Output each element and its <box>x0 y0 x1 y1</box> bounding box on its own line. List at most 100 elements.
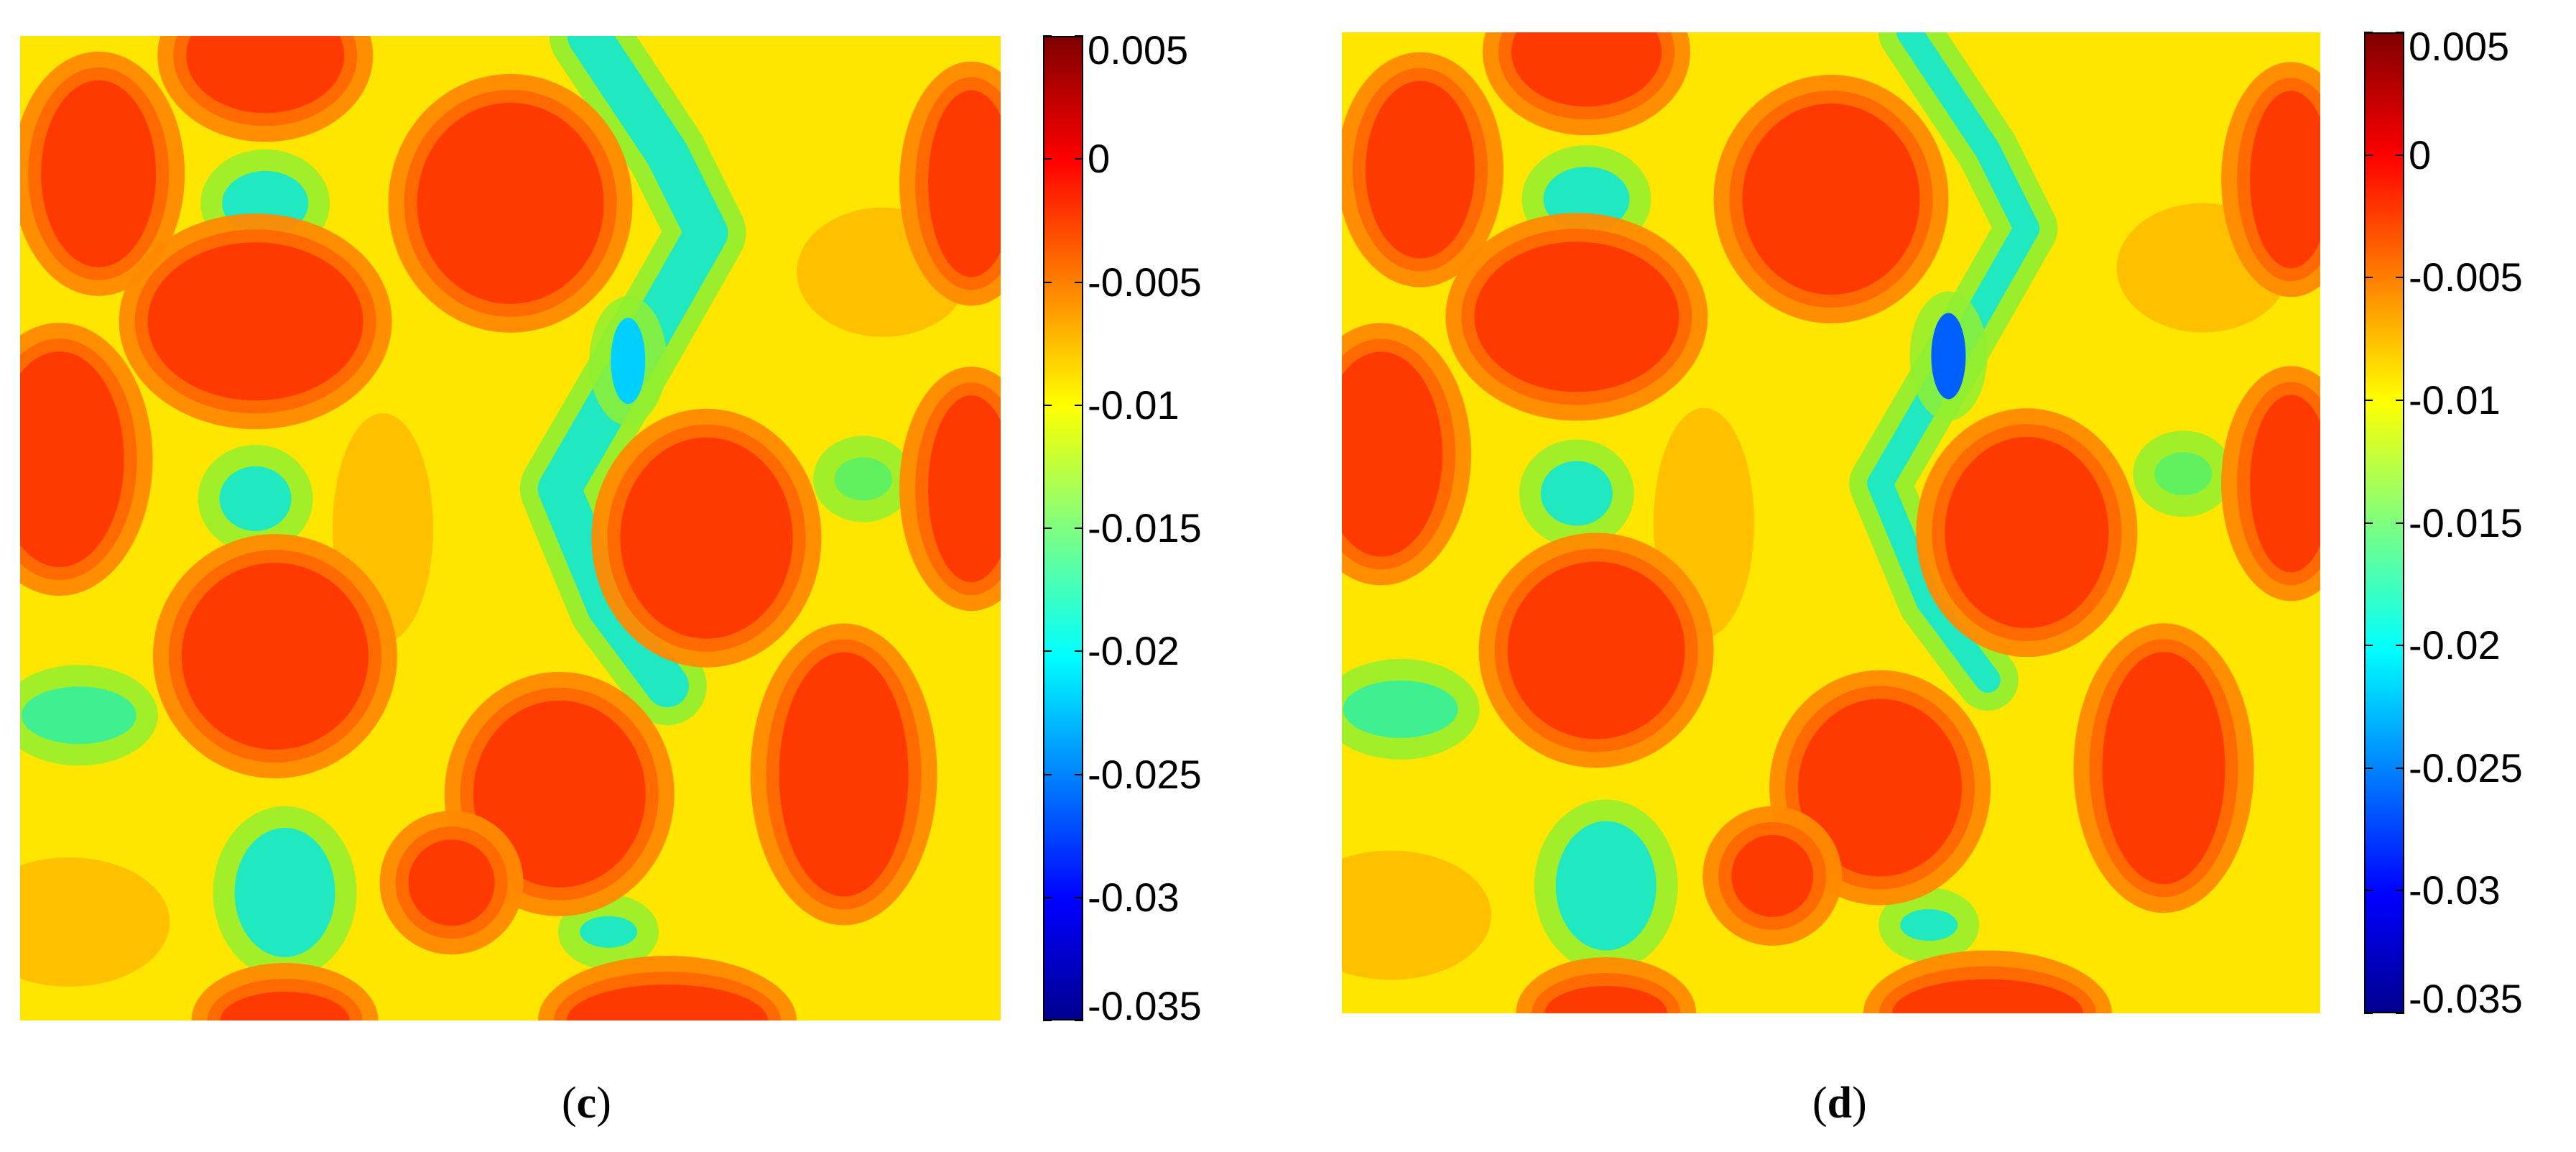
colorbar-tick-label: 0.005 <box>2409 24 2510 69</box>
island-core <box>473 700 646 888</box>
colorbar-tick-label: -0.01 <box>1088 382 1180 428</box>
colorbar-tick-label: 0.005 <box>1088 27 1189 73</box>
colorbar-tick <box>2364 154 2373 156</box>
colorbar-tick-label: -0.025 <box>2409 745 2523 791</box>
colorbar-tick <box>1075 158 1083 160</box>
panel-d: 0.005 0 -0.005 -0.01 -0.015 -0.02 -0.025 -0.03 -… <box>1288 0 2576 1152</box>
colorbar-tick <box>1043 158 1052 160</box>
colorbar-tick <box>1043 527 1052 529</box>
island-core <box>41 80 157 267</box>
colorbar-tick <box>1043 650 1052 653</box>
colorbar-tick <box>1075 650 1083 653</box>
colorbar-tick <box>2396 154 2404 156</box>
colorbar-tick <box>1075 1020 1083 1021</box>
island-core <box>620 437 793 639</box>
island-core <box>566 985 768 1020</box>
trough-deep <box>611 318 646 405</box>
colorbar-tick <box>2364 645 2373 647</box>
island-core <box>181 563 369 750</box>
contour-svg-c <box>20 36 1001 1020</box>
caption-close-c: ) <box>596 1079 611 1128</box>
island-core <box>2250 395 2320 573</box>
panel-caption-d: (d) <box>1812 1078 1867 1129</box>
trough-spot <box>834 457 892 501</box>
colorbar-tick <box>2364 890 2373 892</box>
colorbar-tick <box>2396 399 2404 401</box>
panel-label-d: d <box>1827 1079 1853 1128</box>
colorbar-tick-label: -0.005 <box>2409 254 2523 300</box>
island-core <box>2102 652 2225 885</box>
colorbar-tick <box>2396 1013 2404 1014</box>
colorbar-tick-label: -0.015 <box>1088 505 1202 550</box>
colorbar-tick-label: -0.02 <box>2409 622 2501 668</box>
island-core <box>147 242 363 401</box>
colorbar-tick <box>2396 767 2404 769</box>
patch-orange <box>20 857 170 987</box>
colorbar-tick-label: -0.005 <box>1088 259 1202 305</box>
trough-spot <box>1343 680 1458 738</box>
island-core <box>1742 103 1920 295</box>
caption-close-d: ) <box>1852 1079 1867 1128</box>
island-core <box>417 102 604 304</box>
island-core <box>408 839 495 926</box>
colorbar-tick <box>1043 35 1052 37</box>
island-core <box>220 992 350 1020</box>
trough-spot <box>219 466 292 531</box>
contour-svg-d <box>1342 32 2320 1013</box>
colorbar-tick <box>2364 1013 2373 1014</box>
colorbar-tick-label: -0.01 <box>2409 377 2501 423</box>
island-core <box>186 36 345 114</box>
colorbar-tick <box>1043 1020 1052 1021</box>
colorbar-tick <box>2396 32 2404 33</box>
colorbar-tick <box>1075 773 1083 775</box>
caption-open-c: ( <box>562 1079 577 1128</box>
colorbar-tick-label: 0 <box>2409 132 2432 178</box>
colorbar-tick <box>2396 645 2404 647</box>
trough-spot <box>234 827 335 957</box>
trough-spot <box>580 916 637 948</box>
island-core <box>20 351 124 568</box>
island-core <box>1507 561 1685 739</box>
panel-c: 0.005 0 -0.005 -0.01 -0.015 -0.02 -0.025 -0.03 -… <box>20 27 1202 1129</box>
colorbar-tick-label: -0.035 <box>1088 983 1202 1028</box>
island-core <box>928 395 1001 583</box>
colorbar-tick <box>1075 896 1083 898</box>
panel-caption-c: (c) <box>562 1078 611 1129</box>
island-core <box>1365 80 1475 259</box>
trough-spot <box>1555 821 1657 951</box>
patch-orange <box>1342 850 1492 980</box>
contour-map-c <box>20 36 1001 1020</box>
colorbar-tick <box>1043 404 1052 406</box>
colorbar-tick-label: -0.03 <box>2409 867 2501 913</box>
colorbar-tick <box>2364 767 2373 769</box>
colorbar-tick-label: 0 <box>1088 136 1111 182</box>
colorbar-tick-label: -0.02 <box>1088 628 1180 674</box>
colorbar-tick-label: -0.035 <box>2409 976 2523 1021</box>
colorbar-tick-label: -0.025 <box>1088 751 1202 797</box>
trough-spot <box>1540 461 1613 526</box>
trough-deep <box>1931 313 1966 400</box>
island-core <box>1945 437 2109 629</box>
trough-spot <box>1900 909 1958 941</box>
trough-spot <box>21 686 136 745</box>
colorbar-tick-label: -0.015 <box>2409 499 2523 545</box>
colorbar-tick <box>2364 522 2373 524</box>
colorbar-tick <box>2396 522 2404 524</box>
island-core <box>1474 241 1680 392</box>
contour-map-d <box>1342 32 2320 1013</box>
caption-open-d: ( <box>1812 1079 1827 1128</box>
colorbar-tick <box>2364 32 2373 33</box>
colorbar-tick <box>1075 404 1083 406</box>
colorbar-tick <box>2396 890 2404 892</box>
island-core <box>1891 979 2083 1013</box>
colorbar-tick-label: -0.03 <box>1088 874 1180 920</box>
island-core <box>1511 32 1662 107</box>
colorbar-tick <box>2364 277 2373 279</box>
trough-spot <box>2154 452 2213 496</box>
island-core <box>779 652 909 897</box>
island-core <box>1798 699 1963 877</box>
colorbar-tick <box>1075 35 1083 37</box>
island-core <box>928 90 1001 277</box>
colorbar-tick <box>2396 277 2404 279</box>
colorbar-tick <box>1043 896 1052 898</box>
